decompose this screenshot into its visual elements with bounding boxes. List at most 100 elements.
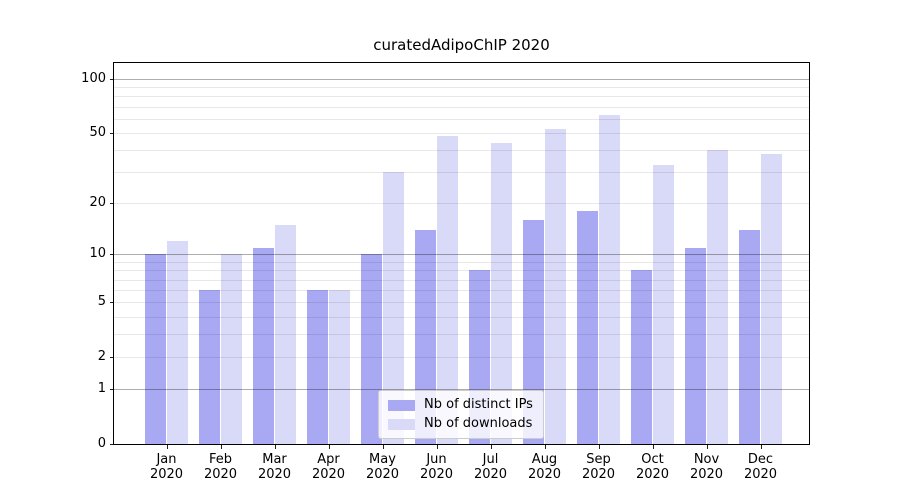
x-tick-mark-may xyxy=(383,445,384,449)
month-label: Sep xyxy=(586,452,611,467)
bar-downloads-may xyxy=(383,172,404,444)
month-label: Oct xyxy=(641,452,664,467)
bar-ips-oct xyxy=(631,270,652,444)
x-tick-mark-apr xyxy=(329,445,330,449)
x-tick-mark-feb xyxy=(221,445,222,449)
month-label: Aug xyxy=(531,452,558,467)
legend-entry-distinct-ips: Nb of distinct IPs xyxy=(388,397,533,413)
bar-ips-nov xyxy=(685,247,706,444)
month-label: Jun xyxy=(426,452,447,467)
x-tick-mark-sep xyxy=(599,445,600,449)
month-label: Apr xyxy=(317,452,340,467)
year-label: 2020 xyxy=(203,467,238,482)
minor-gridline-80 xyxy=(114,96,809,97)
x-tick-mark-nov xyxy=(707,445,708,449)
legend-swatch-distinct-ips xyxy=(388,399,415,411)
major-gridline-1 xyxy=(114,389,809,390)
y-tick-mark-10 xyxy=(110,254,114,255)
year-label: 2020 xyxy=(527,467,562,482)
x-tick-mark-jun xyxy=(437,445,438,449)
year-label: 2020 xyxy=(149,467,184,482)
year-label: 2020 xyxy=(365,467,400,482)
bar-downloads-nov xyxy=(707,150,728,444)
bar-downloads-mar xyxy=(275,224,296,444)
y-tick-mark-100 xyxy=(110,79,114,80)
minor-gridline-4 xyxy=(114,317,809,318)
y-tick-label-0: 0 xyxy=(97,436,106,452)
legend-label-distinct-ips: Nb of distinct IPs xyxy=(424,397,533,412)
x-tick-label-oct: Oct 2020 xyxy=(625,452,681,482)
year-label: 2020 xyxy=(689,467,724,482)
y-tick-label-2: 2 xyxy=(97,349,106,365)
y-tick-mark-20 xyxy=(110,203,114,204)
legend: Nb of distinct IPs Nb of downloads xyxy=(378,390,544,439)
x-tick-mark-oct xyxy=(653,445,654,449)
year-label: 2020 xyxy=(311,467,346,482)
minor-gridline-7 xyxy=(114,280,809,281)
bar-downloads-aug xyxy=(545,128,566,444)
x-tick-label-apr: Apr 2020 xyxy=(301,452,357,482)
y-tick-label-50: 50 xyxy=(89,125,106,141)
bar-downloads-jan xyxy=(167,241,188,444)
x-tick-label-mar: Mar 2020 xyxy=(247,452,303,482)
bar-ips-feb xyxy=(199,290,220,444)
bar-downloads-jul xyxy=(491,142,512,444)
year-label: 2020 xyxy=(635,467,670,482)
month-label: Mar xyxy=(262,452,287,467)
month-label: Jan xyxy=(156,452,177,467)
minor-gridline-60 xyxy=(114,119,809,120)
minor-gridline-30 xyxy=(114,172,809,173)
y-tick-label-5: 5 xyxy=(97,294,106,310)
y-tick-mark-0 xyxy=(110,444,114,445)
bar-ips-sep xyxy=(577,211,598,444)
bar-ips-apr xyxy=(307,290,328,444)
x-tick-mark-aug xyxy=(545,445,546,449)
x-tick-label-feb: Feb 2020 xyxy=(193,452,249,482)
plot-area xyxy=(114,63,809,444)
minor-gridline-3 xyxy=(114,334,809,335)
bar-downloads-feb xyxy=(221,254,242,444)
x-tick-mark-jul xyxy=(491,445,492,449)
bar-ips-jan xyxy=(145,254,166,444)
x-tick-label-jun: Jun 2020 xyxy=(409,452,465,482)
bar-downloads-jun xyxy=(437,136,458,444)
bar-downloads-oct xyxy=(653,165,674,444)
major-gridline-10 xyxy=(114,254,809,255)
legend-label-downloads: Nb of downloads xyxy=(424,416,533,431)
minor-gridline-70 xyxy=(114,107,809,108)
x-tick-mark-dec xyxy=(761,445,762,449)
month-label: May xyxy=(369,452,396,467)
chart-title: curatedAdipoChIP 2020 xyxy=(373,36,550,54)
x-tick-label-jul: Jul 2020 xyxy=(463,452,519,482)
minor-gridline-90 xyxy=(114,87,809,88)
x-tick-label-may: May 2020 xyxy=(355,452,411,482)
minor-gridline-9 xyxy=(114,262,809,263)
month-label: Feb xyxy=(208,452,233,467)
x-tick-label-aug: Aug 2020 xyxy=(517,452,573,482)
month-label: Dec xyxy=(747,452,774,467)
y-tick-mark-5 xyxy=(110,302,114,303)
x-tick-label-jan: Jan 2020 xyxy=(139,452,195,482)
legend-entry-downloads: Nb of downloads xyxy=(388,416,533,432)
y-tick-mark-50 xyxy=(110,133,114,134)
minor-gridline-20 xyxy=(114,203,809,204)
y-tick-label-100: 100 xyxy=(81,70,106,86)
bar-ips-may xyxy=(361,254,382,444)
x-tick-mark-mar xyxy=(275,445,276,449)
y-tick-label-20: 20 xyxy=(89,195,106,211)
minor-gridline-8 xyxy=(114,270,809,271)
x-tick-label-sep: Sep 2020 xyxy=(571,452,627,482)
year-label: 2020 xyxy=(473,467,508,482)
year-label: 2020 xyxy=(581,467,616,482)
year-label: 2020 xyxy=(419,467,454,482)
year-label: 2020 xyxy=(257,467,292,482)
y-tick-mark-2 xyxy=(110,357,114,358)
minor-gridline-6 xyxy=(114,290,809,291)
bar-downloads-apr xyxy=(329,290,350,444)
bar-downloads-dec xyxy=(761,154,782,444)
y-tick-label-10: 10 xyxy=(89,246,106,262)
minor-gridline-40 xyxy=(114,150,809,151)
bar-ips-dec xyxy=(739,229,760,444)
minor-gridline-5 xyxy=(114,302,809,303)
